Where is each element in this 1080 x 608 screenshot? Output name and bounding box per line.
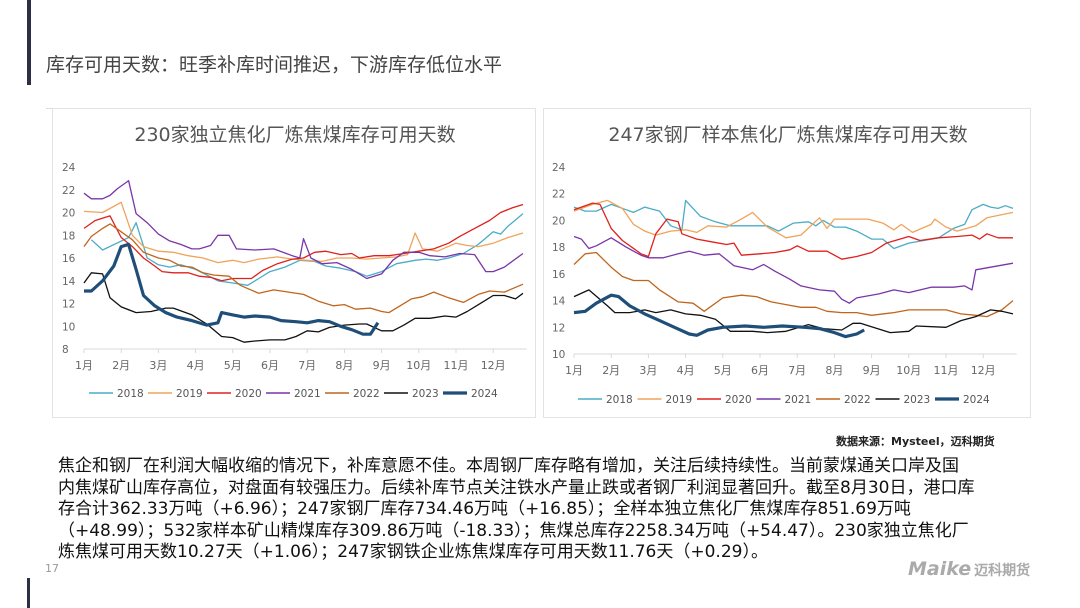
legend-label: 2019 — [666, 394, 693, 406]
series-line-2020 — [83, 203, 524, 282]
y-tick-label: 18 — [62, 230, 75, 242]
y-tick-label: 14 — [552, 296, 566, 308]
legend-label: 2020 — [725, 394, 752, 406]
series-line-2024 — [84, 242, 380, 336]
legend-label: 2021 — [785, 394, 812, 406]
x-tick-label: 1月 — [565, 364, 583, 377]
x-tick-label: 10月 — [896, 364, 921, 377]
series-line-2022 — [83, 223, 524, 314]
x-tick-label: 1月 — [75, 359, 93, 372]
x-tick-label: 4月 — [187, 359, 205, 372]
y-tick-label: 10 — [62, 321, 75, 333]
y-tick-label: 14 — [62, 276, 76, 288]
legend-label: 2019 — [176, 388, 203, 400]
paragraph-line: （+48.99）；532家样本矿山精煤库存309.86万吨（-18.33）；焦煤… — [58, 520, 969, 541]
x-tick-label: 5月 — [224, 359, 242, 372]
y-tick-label: 16 — [62, 253, 76, 265]
legend-label: 2023 — [412, 388, 439, 400]
logo-text: Maike — [908, 558, 972, 580]
y-tick-label: 24 — [62, 162, 76, 174]
x-tick-label: 3月 — [149, 359, 167, 372]
series-line-2023 — [83, 272, 524, 343]
series-line-2020 — [573, 202, 1013, 260]
y-tick-label: 12 — [62, 299, 75, 311]
series-line-2021 — [83, 180, 524, 280]
y-tick-label: 20 — [552, 215, 565, 227]
x-tick-label: 10月 — [406, 359, 431, 372]
paragraph-line: 焦企和钢厂在利润大幅收缩的情况下，补库意愿不佳。本周钢厂库存略有增加，关注后续持… — [58, 456, 959, 476]
chart-247-steel-mills: 247家钢厂样本焦化厂炼焦煤库存可用天数 10 12 14 16 18 20 22 24 1月 2月… — [543, 108, 1031, 418]
x-tick-label: 7月 — [298, 359, 316, 372]
x-tick-label: 7月 — [788, 364, 806, 377]
series-line-2018 — [573, 199, 1014, 250]
series-line-2022 — [573, 251, 1014, 318]
legend-label: 2022 — [844, 394, 871, 406]
legend-label: 2020 — [235, 388, 262, 400]
series-line-2019 — [83, 201, 524, 264]
x-tick-label: 12月 — [971, 364, 996, 377]
x-tick-label: 9月 — [373, 359, 391, 372]
y-tick-label: 24 — [552, 162, 566, 174]
paragraph-line: 炼焦煤可用天数10.27天（+1.06）；247家钢铁企业炼焦煤库存可用天数11… — [58, 542, 768, 562]
x-tick-label: 6月 — [751, 364, 769, 377]
paragraph-line: 内焦煤矿山库存高位，对盘面有较强压力。后续补库节点关注铁水产量止跌或者钢厂利润显… — [58, 477, 975, 498]
legend-label: 2024 — [963, 394, 990, 406]
x-tick-label: 4月 — [677, 364, 695, 377]
y-tick-label: 22 — [62, 185, 75, 197]
y-tick-label: 18 — [552, 242, 565, 254]
legend-label: 2024 — [471, 388, 498, 400]
x-tick-label: 3月 — [639, 364, 657, 377]
x-tick-label: 12月 — [481, 359, 506, 372]
paragraph-line: 存合计362.33万吨（+6.96）；247家钢厂库存734.46万吨（+16.… — [58, 499, 911, 519]
x-tick-label: 2月 — [112, 359, 130, 372]
y-tick-label: 10 — [552, 349, 565, 361]
legend-label: 2021 — [294, 388, 321, 400]
logo-cn: 迈科期货 — [974, 563, 1031, 579]
data-source: 数据来源：Mysteel，迈科期货 — [836, 435, 995, 448]
x-tick-label: 11月 — [934, 364, 959, 377]
legend-label: 2023 — [904, 394, 931, 406]
commentary-paragraph: 焦企和钢厂在利润大幅收缩的情况下，补库意愿不佳。本周钢厂库存略有增加，关注后续持… — [58, 456, 974, 564]
series-line-2024 — [573, 293, 865, 339]
title-accent-bar — [27, 0, 31, 85]
x-tick-label: 9月 — [863, 364, 881, 377]
series-line-2019 — [573, 199, 1014, 239]
x-tick-label: 8月 — [825, 364, 843, 377]
page-number: 17 — [45, 562, 59, 575]
x-tick-label: 5月 — [714, 364, 732, 377]
y-tick-label: 16 — [552, 269, 566, 281]
legend-label: 2018 — [606, 394, 633, 406]
legend-label: 2018 — [117, 388, 144, 400]
x-tick-label: 11月 — [444, 359, 469, 372]
chart-title: 247家钢厂样本焦化厂炼焦煤库存可用天数 — [608, 124, 967, 146]
y-tick-label: 22 — [552, 189, 565, 201]
y-tick-label: 12 — [552, 322, 565, 334]
x-tick-label: 6月 — [261, 359, 279, 372]
x-tick-label: 8月 — [335, 359, 353, 372]
maike-logo: Maike 迈科期货 — [908, 558, 1030, 580]
y-tick-label: 8 — [62, 344, 69, 356]
legend-label: 2022 — [353, 388, 380, 400]
x-tick-label: 2月 — [602, 364, 620, 377]
chart-title: 230家独立焦化厂炼焦煤库存可用天数 — [134, 124, 455, 146]
chart-230-coking-plants: 230家独立焦化厂炼焦煤库存可用天数 8 10 12 14 16 18 20 22 24 1月 2月 3… — [52, 108, 536, 418]
y-tick-label: 20 — [62, 208, 75, 220]
footer-accent-bar — [27, 578, 30, 608]
slide-title: 库存可用天数：旺季补库时间推迟，下游库存低位水平 — [46, 54, 503, 76]
series-line-2021 — [573, 235, 1014, 304]
